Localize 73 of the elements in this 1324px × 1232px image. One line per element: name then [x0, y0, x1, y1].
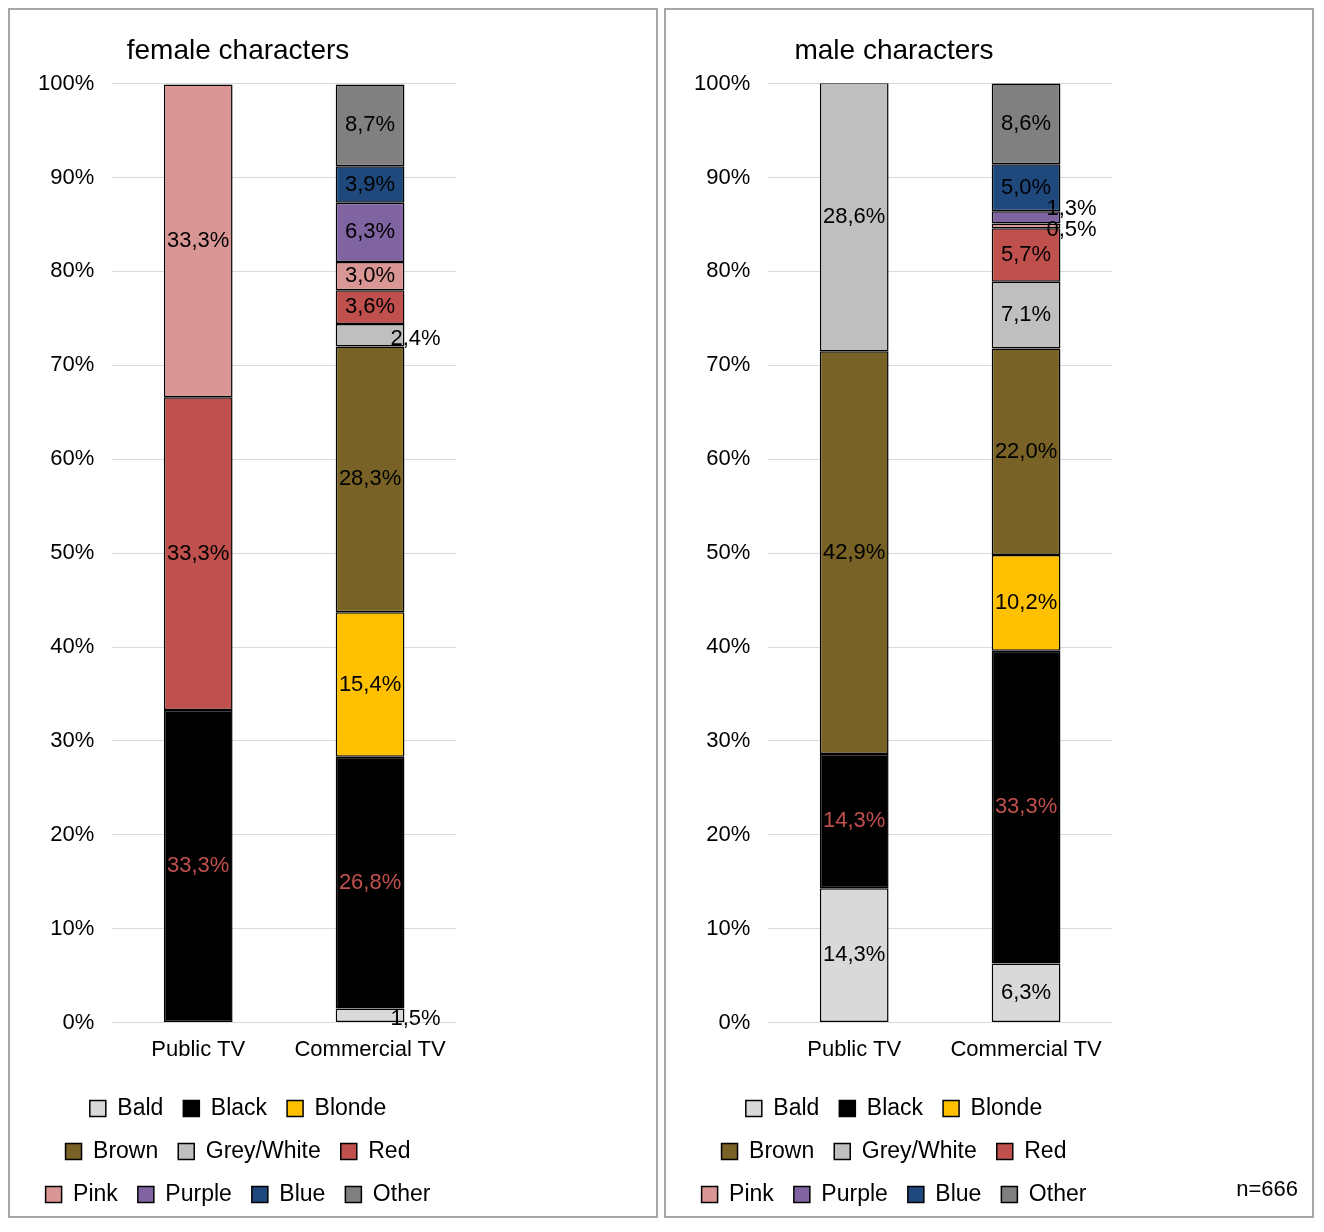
- y-tick-label: 100%: [37, 69, 95, 95]
- data-label: 6,3%: [344, 218, 396, 244]
- legend-label: Bald: [117, 1093, 164, 1120]
- y-tick-label: 20%: [706, 820, 751, 846]
- legend-label: Brown: [93, 1136, 159, 1163]
- data-label: 33,3%: [994, 793, 1058, 819]
- y-tick-label: 50%: [50, 539, 95, 565]
- data-label: 14,3%: [823, 941, 886, 967]
- data-label: 7,1%: [1000, 301, 1052, 327]
- x-tick-label: Public TV: [807, 1035, 902, 1061]
- data-label: 5,7%: [1000, 241, 1052, 267]
- x-tick-label: Commercial TV: [294, 1035, 446, 1061]
- text: n=666: [1236, 1176, 1298, 1202]
- data-label: 22,0%: [994, 437, 1058, 463]
- data-label: 14,3%: [823, 807, 886, 833]
- y-tick-label: 30%: [706, 726, 751, 752]
- legend-label: Other: [1028, 1179, 1087, 1206]
- legend-label: Black: [210, 1093, 268, 1120]
- legend-label: Blonde: [970, 1093, 1043, 1120]
- data-label: 8,6%: [1000, 110, 1052, 136]
- x-tick-label: Public TV: [151, 1035, 246, 1061]
- data-label: 10,2%: [994, 588, 1058, 614]
- y-tick-label: 70%: [50, 351, 95, 377]
- legend-label: Pink: [729, 1179, 775, 1206]
- legend-label: Bald: [773, 1093, 820, 1120]
- y-tick-label: 40%: [50, 633, 95, 659]
- y-tick-label: 50%: [706, 539, 751, 565]
- y-tick-label: 0%: [718, 1008, 751, 1034]
- x-tick-label: Commercial TV: [950, 1035, 1102, 1061]
- legend-label: Blue: [935, 1179, 982, 1206]
- legend-label: Blue: [279, 1179, 326, 1206]
- legend-label: Black: [866, 1093, 924, 1120]
- data-label: 3,9%: [344, 170, 396, 196]
- legend-label: Pink: [73, 1179, 119, 1206]
- data-label: 3,6%: [344, 293, 396, 319]
- data-label: 28,6%: [823, 203, 886, 228]
- y-tick-label: 30%: [50, 726, 95, 752]
- data-label: 28,3%: [338, 465, 402, 491]
- data-label: 5,0%: [1000, 173, 1052, 199]
- y-tick-label: 60%: [50, 445, 95, 471]
- legend-label: Purple: [821, 1179, 888, 1206]
- legend-label: Red: [368, 1136, 411, 1163]
- data-label: 33,3%: [167, 539, 230, 565]
- y-tick-label: 100%: [693, 69, 751, 95]
- data-label: 1,5%: [390, 1005, 441, 1031]
- y-tick-label: 90%: [50, 163, 95, 189]
- legend-label: Brown: [749, 1136, 815, 1163]
- legend-label: Purple: [165, 1179, 232, 1206]
- y-tick-label: 10%: [50, 914, 95, 940]
- y-tick-label: 80%: [50, 257, 95, 283]
- chart-title: female characters: [126, 33, 350, 65]
- y-tick-label: 40%: [706, 633, 751, 659]
- data-label: 26,8%: [338, 868, 402, 894]
- y-tick-label: 60%: [706, 445, 751, 471]
- y-tick-label: 70%: [706, 351, 751, 377]
- y-tick-label: 0%: [62, 1008, 95, 1034]
- y-tick-label: 10%: [706, 914, 751, 940]
- data-label: 33,3%: [167, 852, 230, 878]
- data-label: 33,3%: [167, 226, 230, 252]
- y-tick-label: 90%: [706, 163, 751, 189]
- data-label: 15,4%: [338, 670, 402, 696]
- legend-label: Red: [1024, 1136, 1067, 1163]
- legend-label: Grey/White: [205, 1136, 321, 1163]
- chart-title: male characters: [794, 33, 994, 65]
- y-tick-label: 80%: [706, 257, 751, 283]
- data-label: 3,0%: [344, 262, 396, 288]
- legend-label: Other: [372, 1179, 431, 1206]
- legend-label: Blonde: [314, 1093, 387, 1120]
- y-tick-label: 20%: [50, 820, 95, 846]
- data-label: 6,3%: [1000, 978, 1052, 1004]
- legend-label: Grey/White: [861, 1136, 977, 1163]
- data-label: 42,9%: [823, 538, 886, 564]
- data-label: 8,7%: [344, 111, 396, 137]
